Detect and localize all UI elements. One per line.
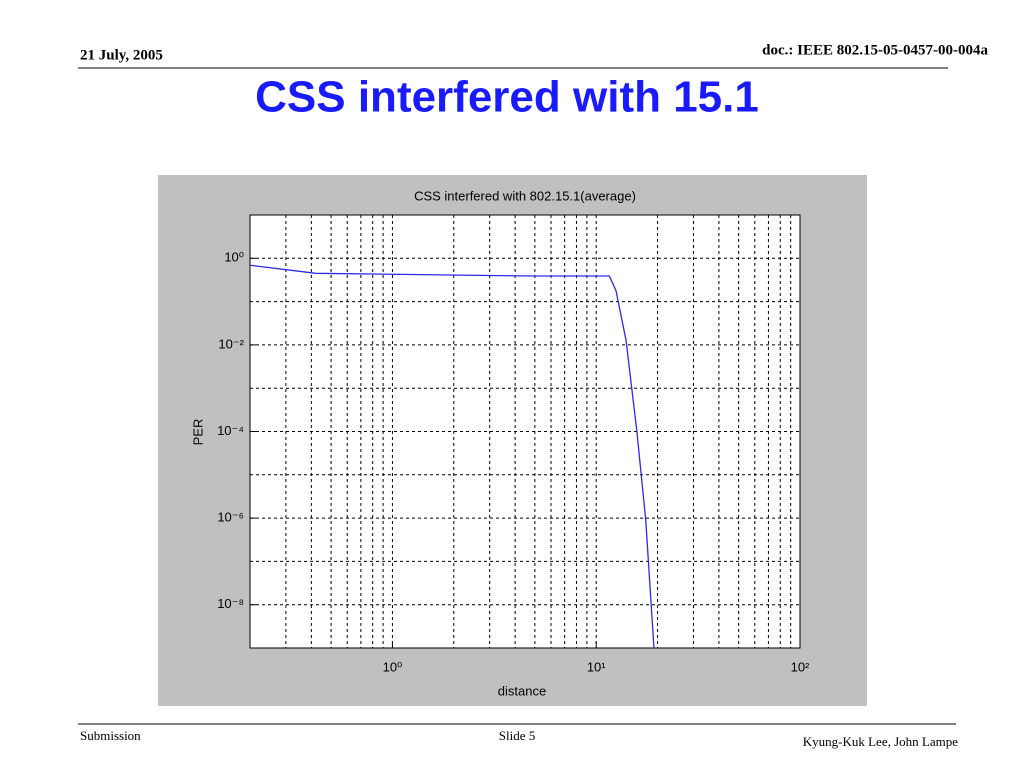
x-tick-label: 10¹ <box>587 659 606 674</box>
header-date: 21 July, 2005 <box>80 47 163 63</box>
data-line <box>249 264 655 649</box>
plot-frame <box>249 214 801 649</box>
y-axis-label: PER <box>190 419 205 446</box>
chart-title: CSS interfered with 802.15.1(average) <box>414 188 636 203</box>
y-tick-label: 10⁻⁶ <box>217 510 244 525</box>
y-tick-label: 10⁻² <box>218 336 244 351</box>
x-tick-label: 10² <box>791 659 810 674</box>
y-tick-label: 10⁻⁸ <box>217 596 244 611</box>
header-doc: doc.: IEEE 802.15-05-0457-00-004a <box>762 42 988 58</box>
x-tick-label: 10⁰ <box>383 659 403 674</box>
footer-right: Kyung-Kuk Lee, John Lampe <box>803 734 958 749</box>
slide-title: CSS interfered with 15.1 <box>255 73 759 122</box>
y-tick-label: 10⁰ <box>224 250 244 265</box>
y-tick-label: 10⁻⁴ <box>217 423 244 438</box>
x-axis-label: distance <box>498 683 546 698</box>
footer-left: Submission <box>80 728 141 743</box>
footer-center: Slide 5 <box>499 728 535 743</box>
plot-area <box>249 214 801 649</box>
